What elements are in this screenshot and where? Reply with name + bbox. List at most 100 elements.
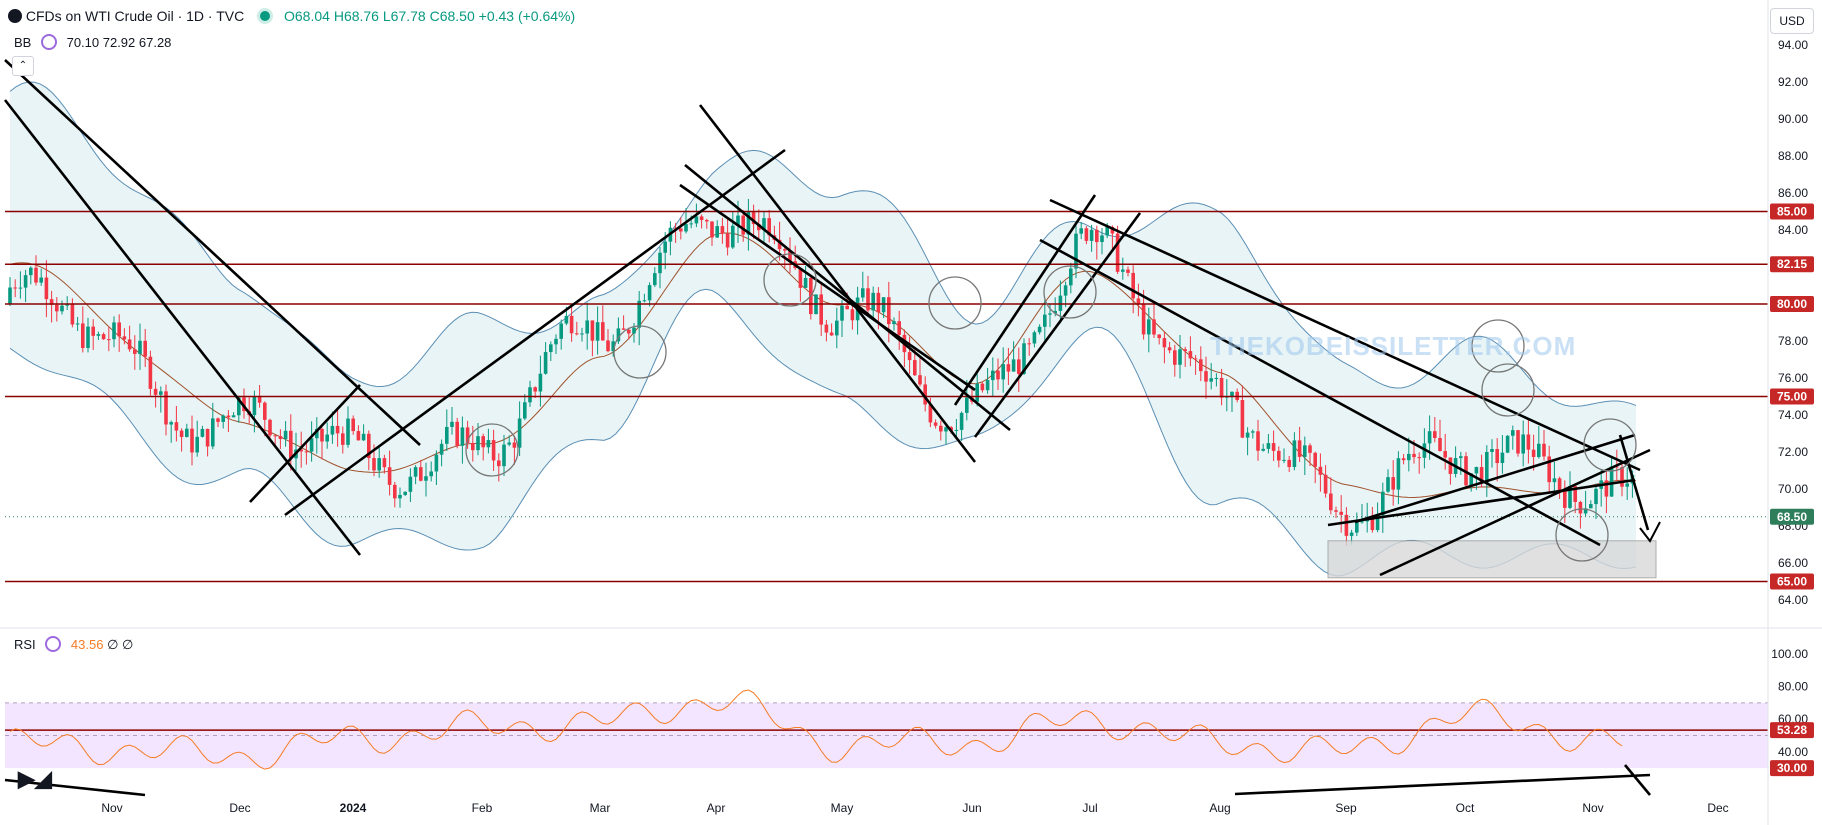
candle-body: [408, 476, 413, 492]
time-axis-tick: Nov: [101, 801, 122, 815]
candle-body: [1427, 431, 1432, 444]
candle-body: [91, 326, 95, 336]
candle-body: [1245, 432, 1250, 438]
candle-body: [907, 352, 912, 361]
candle-body: [1495, 449, 1499, 464]
collapse-button[interactable]: ⌃: [12, 56, 34, 76]
candle-body: [439, 443, 444, 455]
candle-body: [627, 329, 631, 334]
trend-line: [953, 194, 1097, 406]
candle-body: [1074, 233, 1078, 269]
candle-body: [689, 223, 693, 225]
highlight-circle: [1583, 418, 1637, 472]
candle-body: [367, 433, 371, 459]
candle-body: [1214, 377, 1219, 379]
candle-body: [736, 215, 740, 226]
highlight-circle: [928, 276, 982, 330]
candle-body: [985, 380, 990, 391]
candle-body: [304, 451, 309, 453]
bb-values: 70.10 72.92 67.28: [66, 35, 172, 50]
time-axis-tick: Oct: [1456, 801, 1475, 815]
candle-body: [783, 249, 787, 251]
candle-body: [1251, 431, 1255, 433]
candle-body: [465, 427, 470, 443]
candle-body: [762, 218, 766, 231]
candle-body: [1303, 445, 1307, 457]
tv-logo-icon: ▶◢: [18, 766, 52, 791]
trend-line: [284, 148, 786, 517]
candle-body: [1355, 522, 1359, 533]
bb-settings-icon[interactable]: [40, 34, 57, 50]
trend-line-drawings: [3, 59, 1661, 797]
price-axis-tick: 66.00: [1778, 556, 1808, 570]
candle-body: [1625, 483, 1629, 487]
candle-body: [1615, 466, 1619, 468]
candle-body: [413, 467, 418, 477]
candle-body: [1297, 440, 1302, 457]
candle-body: [861, 288, 865, 298]
market-status-icon: [260, 11, 271, 21]
candle-body: [1157, 334, 1161, 339]
candle-body: [278, 436, 283, 439]
candle-body: [148, 356, 153, 389]
candle-body: [1526, 434, 1531, 450]
highlight-circle: [613, 325, 667, 379]
candle-body: [1334, 510, 1338, 512]
candle-body: [1011, 359, 1016, 372]
candle-body: [887, 297, 891, 325]
candle-body: [1557, 478, 1562, 492]
bb-legend[interactable]: BB 70.10 72.92 67.28: [14, 34, 171, 50]
candle-body: [673, 227, 678, 229]
candle-body: [798, 268, 803, 288]
candle-body: [850, 309, 855, 321]
candle-body: [1381, 491, 1385, 516]
candle-body: [1261, 448, 1265, 451]
candle-body: [835, 320, 839, 336]
candle-body: [569, 315, 574, 334]
candle-body: [1318, 466, 1323, 475]
candle-body: [549, 344, 553, 353]
candle-body: [699, 216, 704, 221]
rsi-line: [9, 689, 1623, 770]
candle-body: [1043, 314, 1047, 327]
candle-body: [923, 384, 927, 405]
candle-body: [424, 476, 428, 481]
candle-body: [1141, 303, 1146, 335]
ohlc-high: H68.76: [333, 8, 379, 24]
candle-body: [1193, 358, 1198, 360]
candle-body: [237, 397, 241, 416]
candle-body: [1183, 349, 1187, 352]
candle-body: [1531, 449, 1536, 457]
candle-body: [70, 304, 75, 325]
candle-body: [1349, 532, 1354, 536]
candle-body: [543, 352, 548, 374]
candle-body: [1173, 350, 1177, 365]
currency-button[interactable]: USD: [1770, 8, 1814, 34]
candle-body: [684, 224, 688, 232]
candle-body: [1396, 458, 1401, 490]
rsi-settings-icon[interactable]: [45, 636, 62, 652]
candle-body: [616, 328, 621, 342]
symbol-title[interactable]: CFDs on WTI Crude Oil · 1D · TVC: [25, 8, 245, 24]
candle-body: [913, 360, 917, 376]
candle-body: [980, 383, 985, 391]
candle-body: [341, 433, 345, 445]
candle-body: [897, 321, 901, 335]
arrow-head-icon: [1639, 521, 1661, 543]
candle-body: [1459, 456, 1463, 459]
candle-body: [1131, 272, 1135, 299]
candle-body: [663, 241, 667, 253]
candle-body: [1006, 364, 1011, 372]
trend-line: [684, 163, 1011, 432]
candle-body: [954, 429, 959, 431]
rsi-pane[interactable]: [5, 689, 1768, 770]
candle-body: [1589, 504, 1593, 509]
candle-body: [34, 267, 38, 283]
candle-body: [138, 340, 142, 354]
trend-line: [1234, 773, 1651, 796]
candle-body: [1230, 391, 1234, 397]
rsi-legend[interactable]: RSI 43.56 ∅ ∅: [14, 636, 133, 653]
candle-body: [1563, 491, 1567, 508]
candle-body: [959, 412, 964, 430]
